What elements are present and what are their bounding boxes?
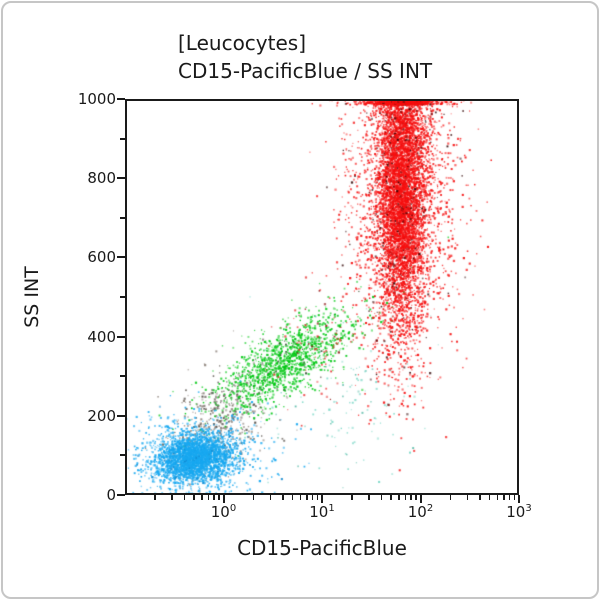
axis-tick [117, 256, 125, 259]
x-tick-label: 101 [309, 503, 335, 521]
axis-tick [120, 216, 125, 219]
x-tick-label: 100 [210, 503, 237, 521]
axis-tick [513, 495, 516, 500]
chart-title-line-1: [Leucocytes] [178, 31, 307, 55]
axis-tick [415, 495, 417, 500]
x-tick-label: 103 [506, 503, 532, 521]
axis-tick [117, 98, 125, 100]
axis-tick [117, 177, 125, 180]
axis-tick [479, 495, 481, 500]
axis-tick [291, 495, 294, 500]
chart-title-line-2: CD15-PacificBlue / SS INT [178, 59, 433, 83]
axis-tick [201, 495, 203, 500]
axis-tick [488, 495, 491, 500]
axis-tick [117, 335, 125, 338]
y-tick-label: 1000 [77, 90, 116, 108]
x-tick-label: 102 [407, 503, 434, 521]
axis-tick [120, 296, 125, 298]
axis-tick [466, 495, 469, 500]
axis-tick [351, 495, 353, 500]
axis-tick [311, 495, 314, 500]
axis-tick [390, 495, 392, 500]
y-tick-label: 200 [87, 406, 116, 425]
y-axis-label: SS INT [21, 266, 43, 328]
axis-tick [120, 375, 125, 378]
axis-tick [306, 495, 308, 500]
y-tick-label: 800 [87, 169, 116, 188]
axis-tick [299, 495, 302, 500]
axis-tick [154, 495, 156, 500]
axis-tick [321, 495, 323, 503]
axis-tick [117, 494, 125, 496]
axis-tick [282, 495, 284, 500]
y-tick-label: 600 [87, 248, 116, 267]
axis-tick [380, 495, 383, 500]
axis-tick [218, 495, 220, 500]
x-axis-label: CD15-PacificBlue [237, 536, 407, 560]
axis-tick [410, 495, 412, 500]
scatter-plot-canvas [125, 99, 519, 495]
axis-tick [117, 414, 125, 417]
y-tick-label: 0 [106, 486, 116, 504]
axis-tick [269, 495, 272, 500]
axis-tick [207, 495, 210, 500]
axis-tick [449, 495, 452, 500]
axis-tick [503, 495, 505, 500]
axis-tick [404, 495, 407, 500]
axis-tick [252, 495, 255, 500]
axis-tick [508, 495, 511, 500]
axis-tick [213, 495, 215, 500]
axis-tick [171, 495, 173, 500]
y-tick-label: 400 [87, 327, 116, 346]
axis-tick [183, 495, 186, 500]
axis-tick [120, 137, 125, 140]
axis-tick [496, 495, 499, 500]
plot-frame [125, 99, 519, 495]
axis-tick [222, 495, 225, 503]
chart-title: [Leucocytes] CD15-PacificBlue / SS INT [178, 29, 432, 85]
axis-tick [120, 454, 125, 457]
axis-tick [316, 495, 319, 500]
axis-tick [398, 495, 400, 500]
axis-tick [518, 495, 520, 503]
axis-tick [193, 495, 195, 500]
axis-tick [419, 495, 422, 503]
axis-tick [368, 495, 370, 500]
